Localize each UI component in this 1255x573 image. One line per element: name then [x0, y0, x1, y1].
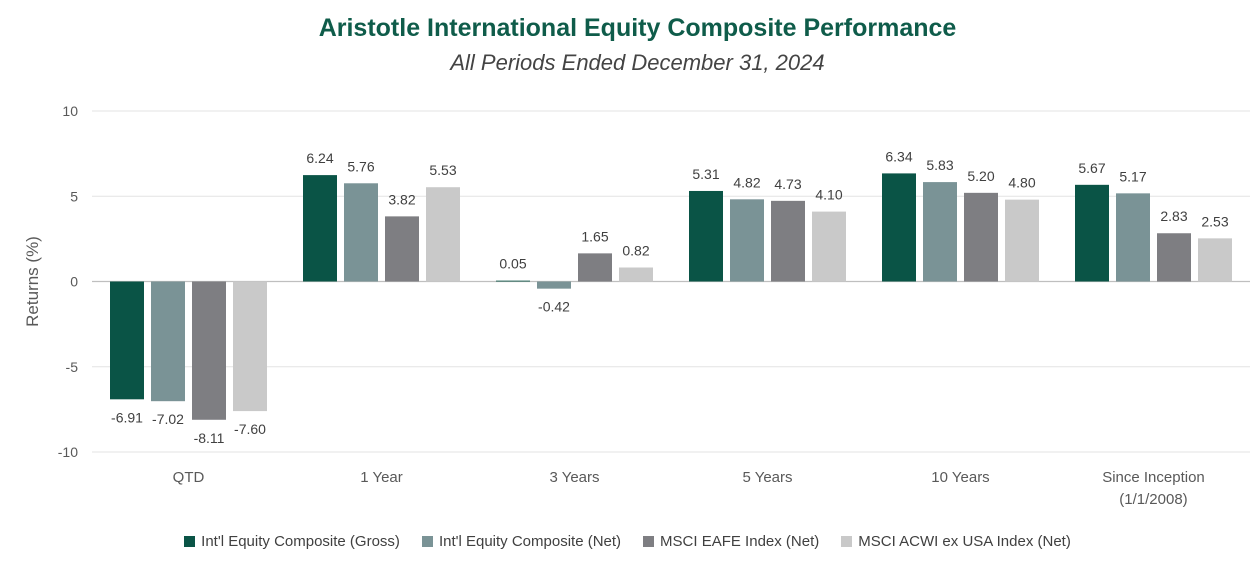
x-category-label: 1 Year — [360, 469, 403, 486]
y-axis-title: Returns (%) — [23, 236, 42, 327]
bar-data-label: 5.17 — [1119, 168, 1146, 184]
x-category-label: (1/1/2008) — [1119, 491, 1187, 508]
bar — [426, 187, 460, 282]
bar-data-label: 2.83 — [1160, 208, 1187, 224]
x-category-label: QTD — [173, 469, 205, 486]
x-category-label: Since Inception — [1102, 469, 1205, 486]
legend-swatch — [643, 536, 655, 547]
bar — [882, 173, 916, 282]
legend-item: Int'l Equity Composite (Gross) — [184, 533, 400, 550]
bar — [385, 216, 419, 282]
x-category-label: 3 Years — [549, 469, 599, 486]
bar-data-label: 5.20 — [967, 168, 994, 184]
chart-title: Aristotle International Equity Composite… — [318, 14, 957, 42]
bar — [1198, 238, 1232, 282]
bar — [496, 280, 530, 282]
bar — [303, 175, 337, 282]
bar — [110, 281, 144, 400]
bar-data-label: 5.31 — [692, 166, 719, 182]
bar — [1116, 193, 1150, 282]
bar — [812, 211, 846, 282]
legend-label: MSCI EAFE Index (Net) — [660, 533, 820, 550]
bar-data-label: 4.10 — [815, 187, 842, 203]
x-category-label: 5 Years — [742, 469, 792, 486]
chart-subtitle: All Periods Ended December 31, 2024 — [450, 50, 825, 75]
bar-data-label: -7.60 — [234, 421, 266, 437]
bar-data-label: 0.05 — [499, 256, 526, 272]
legend-item: Int'l Equity Composite (Net) — [421, 533, 622, 550]
bar-data-label: 5.53 — [429, 162, 456, 178]
y-tick-label: 0 — [70, 274, 78, 290]
legend-swatch — [841, 536, 853, 547]
bar — [923, 182, 957, 282]
legend-item: MSCI EAFE Index (Net) — [643, 533, 819, 550]
bar-data-label: 2.53 — [1201, 213, 1228, 229]
bar — [619, 267, 653, 282]
y-tick-label: -5 — [66, 359, 79, 375]
bar-data-label: 4.73 — [774, 176, 801, 192]
bar — [192, 281, 226, 420]
bar — [537, 281, 571, 289]
bar-data-label: 6.24 — [306, 150, 333, 166]
bar-data-label: 5.76 — [347, 158, 374, 174]
bar — [1005, 199, 1039, 282]
chart-legend: Int'l Equity Composite (Gross) Int'l Equi… — [0, 533, 1255, 550]
y-tick-label: -10 — [58, 444, 78, 460]
legend-label: Int'l Equity Composite (Gross) — [201, 533, 400, 550]
bar-data-label: 5.83 — [926, 157, 953, 173]
bar-data-label: 4.80 — [1008, 175, 1035, 191]
legend-swatch — [184, 536, 196, 547]
y-tick-label: 5 — [70, 188, 78, 204]
bar-data-label: 1.65 — [581, 228, 608, 244]
bar — [964, 192, 998, 282]
bar — [1157, 233, 1191, 282]
y-tick-label: 10 — [62, 103, 78, 119]
bar-data-label: -7.02 — [152, 411, 184, 427]
bar — [771, 200, 805, 282]
bar-data-label: 6.34 — [885, 148, 912, 164]
legend-label: MSCI ACWI ex USA Index (Net) — [858, 533, 1071, 550]
bar-data-label: -0.42 — [538, 299, 570, 315]
bar — [1075, 184, 1109, 282]
bar — [233, 281, 267, 412]
bar-data-label: 4.82 — [733, 174, 760, 190]
bar — [730, 199, 764, 282]
bar-data-label: 3.82 — [388, 191, 415, 207]
x-category-label: 10 Years — [931, 469, 989, 486]
legend-item: MSCI ACWI ex USA Index (Net) — [841, 533, 1071, 550]
legend-swatch — [421, 536, 433, 547]
bar-data-label: 5.67 — [1078, 160, 1105, 176]
bar — [151, 281, 185, 402]
bar-data-label: -6.91 — [111, 409, 143, 425]
bar-data-label: -8.11 — [194, 430, 225, 446]
bar-data-label: 0.82 — [622, 243, 649, 259]
bar — [689, 190, 723, 282]
legend-label: Int'l Equity Composite (Net) — [438, 533, 622, 550]
bar — [344, 183, 378, 282]
bar — [578, 253, 612, 282]
